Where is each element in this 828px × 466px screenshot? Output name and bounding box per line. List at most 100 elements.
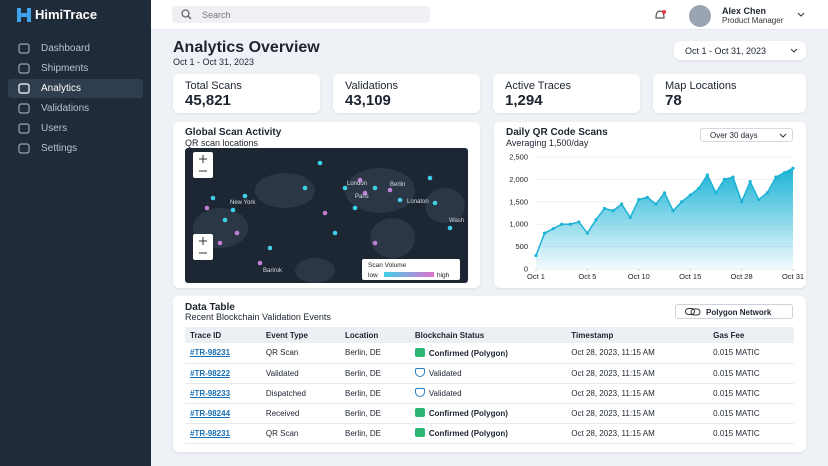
scan-dot	[357, 177, 363, 183]
x-tick-label: Oct 5	[578, 272, 596, 281]
table-cell: Berlin, DE	[339, 383, 410, 404]
data-point	[757, 197, 761, 202]
cell-text: Oct 28, 2023, 11:15 AM	[571, 368, 655, 378]
zoom-control[interactable]	[193, 234, 213, 260]
table-cell: #TR-98222	[185, 363, 261, 384]
avatar[interactable]	[689, 5, 711, 27]
page-title: Analytics Overview	[173, 39, 320, 56]
stat-card: Active Traces 1,294	[493, 74, 640, 113]
scan-dot	[322, 210, 328, 216]
scan-dot	[242, 193, 248, 199]
trace-link[interactable]: #TR-98231	[190, 428, 231, 438]
cell-text: Berlin, DE	[344, 348, 381, 358]
data-table: Trace ID Event Type Location Blockchain Sta…	[185, 327, 794, 444]
y-tick-label: 500	[515, 242, 528, 251]
table-cell: Oct 28, 2023, 11:15 AM	[566, 363, 709, 384]
nav-icon	[18, 103, 30, 114]
scan-dot	[204, 205, 210, 211]
nav-label: Settings	[41, 143, 78, 154]
data-point	[671, 209, 675, 213]
nav-label: Validations	[41, 103, 90, 114]
data-point	[774, 175, 778, 179]
table-cell: Berlin, DE	[339, 403, 410, 424]
table-cell: Oct 28, 2023, 11:15 AM	[566, 383, 709, 404]
scan-dot	[222, 217, 228, 223]
table-cell: 0.015 MATIC	[708, 403, 794, 424]
place-label: London	[347, 181, 367, 187]
data-point	[765, 191, 769, 195]
user-name: Alex Chen	[722, 6, 767, 16]
table-cell: Received	[260, 403, 340, 424]
x-tick-label: Oct 15	[679, 272, 701, 281]
data-point	[611, 209, 615, 213]
x-tick-label: Oct 31	[782, 272, 804, 281]
trace-link[interactable]: #TR-98231	[190, 348, 231, 358]
nav-item[interactable]: Users	[8, 119, 143, 138]
column-header: Blockchain Status	[409, 327, 567, 343]
status-text: Validated	[428, 369, 462, 378]
search-placeholder: Search	[202, 10, 231, 20]
trace-link[interactable]: #TR-98233	[190, 388, 231, 398]
data-point	[654, 202, 658, 206]
icon-shape	[18, 143, 30, 154]
chart-subtitle: Averaging 1,500/day	[506, 138, 589, 148]
search-box[interactable]: Search	[172, 6, 430, 23]
y-tick-label: 2,500	[509, 153, 528, 162]
table-subtitle: Recent Blockchain Validation Events	[185, 312, 331, 322]
nav-icon	[18, 143, 30, 154]
nav-item[interactable]: Analytics	[8, 79, 143, 98]
icon-shape	[18, 123, 30, 134]
cell-text: 0.015 MATIC	[713, 388, 760, 398]
status-text: Confirmed (Polygon)	[428, 348, 508, 358]
data-point	[697, 186, 701, 190]
period-select[interactable]: Over 30 days	[700, 128, 793, 142]
table-cell: Validated	[409, 383, 567, 404]
trace-link[interactable]: #TR-98244	[190, 408, 231, 418]
data-point	[637, 197, 641, 202]
legend-gradient	[384, 272, 434, 277]
network-button[interactable]: Polygon Network	[675, 304, 793, 319]
scan-dot	[387, 187, 393, 193]
nav-item[interactable]: Validations	[8, 99, 143, 118]
icon-shape	[18, 63, 30, 74]
nav-icon	[18, 83, 30, 94]
table-cell: 0.015 MATIC	[708, 423, 794, 444]
table-cell: Validated	[260, 363, 340, 384]
data-point	[782, 171, 787, 175]
trace-link[interactable]: #TR-98222	[190, 368, 231, 378]
cell-text: Oct 28, 2023, 11:15 AM	[571, 408, 655, 418]
data-point	[594, 218, 598, 222]
brand: HimiTrace	[35, 7, 98, 22]
zoom-box	[193, 234, 213, 260]
page-subtitle: Oct 1 - Oct 31, 2023	[173, 57, 255, 67]
map-legend: Scan Volume low high	[362, 259, 460, 280]
place-label: New York	[230, 200, 256, 206]
notifications[interactable]	[653, 8, 667, 22]
cell-text: Berlin, DE	[344, 368, 381, 378]
scan-dot	[352, 205, 358, 211]
table-row: #TR-98231 QR Scan Berlin, DE Confirmed (Pol…	[185, 423, 794, 444]
map[interactable]: London Berlin New York Paris Lonaton Wash Bari…	[185, 148, 468, 283]
table-row: #TR-98231 QR Scan Berlin, DE Confirmed (Pol…	[185, 343, 794, 364]
data-point	[680, 200, 684, 204]
nav-item[interactable]: Shipments	[8, 59, 143, 78]
zoom-control[interactable]	[193, 152, 213, 178]
nav-item[interactable]: Dashboard	[8, 39, 143, 58]
scan-dot	[257, 260, 263, 266]
area-fill	[536, 168, 793, 269]
nav-item[interactable]: Settings	[8, 139, 143, 158]
date-range-picker[interactable]: Oct 1 - Oct 31, 2023	[674, 41, 806, 60]
cell-text: Received	[265, 408, 300, 418]
place-label: Wash	[449, 218, 464, 224]
map-subtitle: QR scan locations	[185, 138, 259, 148]
column-header: Location	[339, 327, 410, 343]
table-cell: #TR-98244	[185, 403, 261, 424]
scan-dot	[427, 175, 433, 181]
cell-text: Berlin, DE	[344, 388, 381, 398]
stat-value: 43,109	[345, 92, 391, 109]
status-text: Confirmed (Polygon)	[428, 429, 508, 438]
land	[425, 188, 465, 223]
place-label: Berlin	[390, 182, 405, 188]
stat-card: Map Locations 78	[653, 74, 806, 113]
status-text: Confirmed (Polygon)	[428, 409, 508, 418]
